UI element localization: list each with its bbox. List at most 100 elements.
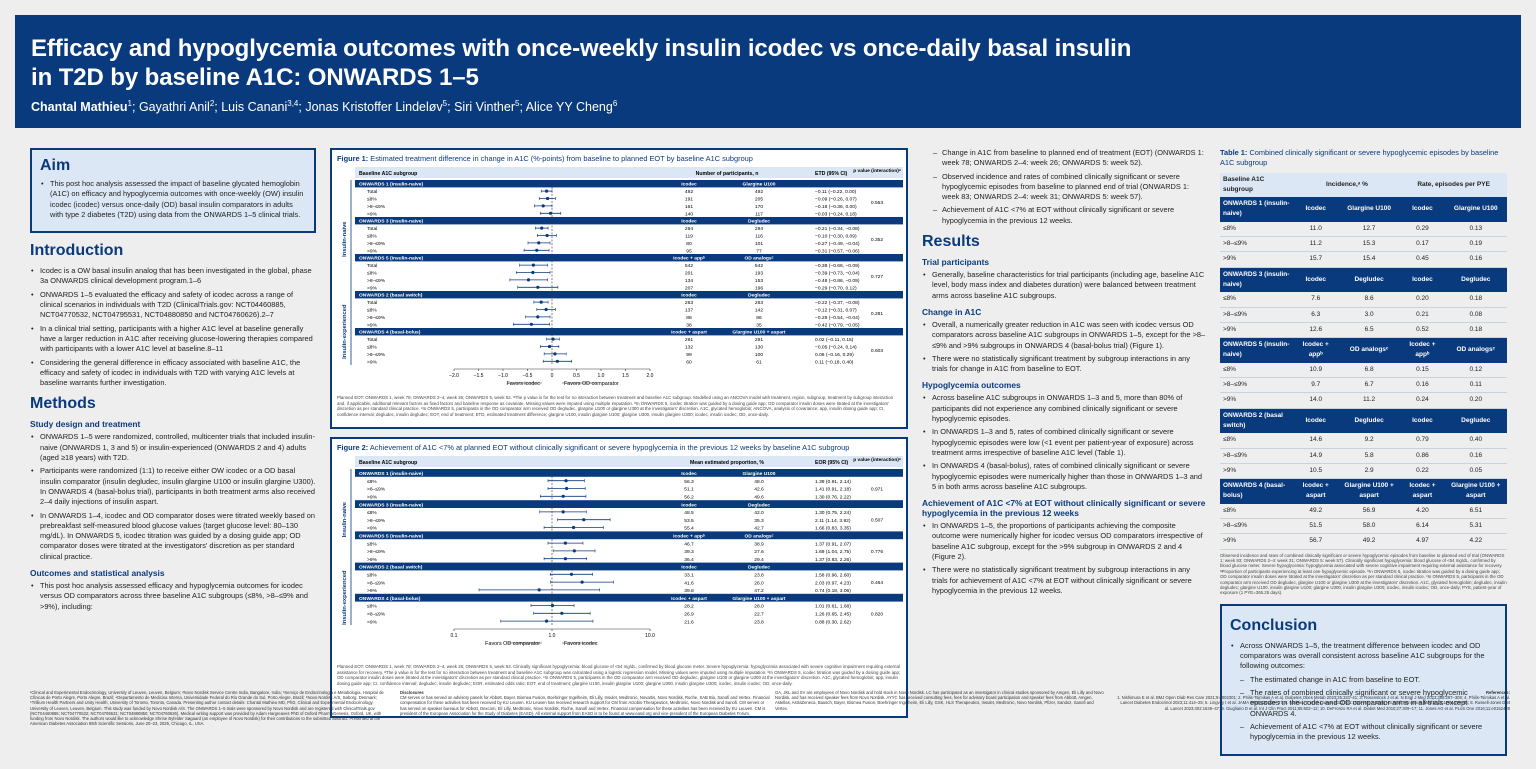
table-arm-header: Degludec [1337,267,1401,293]
achievement-heading: Achievement of A1C <7% at EOT without cl… [922,498,1206,519]
subgroup-label: >8–≤9% [367,487,386,493]
arm-1-value: 55.4 [684,526,694,532]
group-title: ONWARDS 3 (insulin-naive) [359,503,423,509]
intro-list: Icodec is a OW basal insulin analog that… [30,266,316,388]
poster-header: Efficacy and hypoglycemia outcomes with … [15,15,1521,128]
author-affiliation-number: 1 [127,99,132,108]
table-cell: >9% [1220,463,1294,480]
arm-1-value: 48.5 [684,510,694,516]
subgroup-label: >9% [367,495,378,501]
table-cell: 0.16 [1400,377,1445,394]
arm-1-value: 41.6 [684,581,694,587]
table-cell: 6.3 [1293,307,1338,323]
table-row: >8–≤9% 9.7 6.7 0.16 0.11 [1220,377,1507,394]
table-cell: 10.9 [1293,362,1338,379]
estimate-ci-label: 1.69 (1.04, 2.75) [815,549,851,555]
group-title: ONWARDS 2 (basal switch) [359,293,423,299]
table-cell: 15.4 [1337,251,1401,268]
estimate-ci-label: −0.22 (−0.37, −0.08) [815,300,860,306]
table-cell: ≤8% [1220,362,1294,379]
table-header-incidence: Incidence,ᵃ % [1293,172,1401,198]
subgroup-label: Total [367,189,377,195]
table-cell: >8–≤9% [1220,307,1294,323]
table-cell: 11.2 [1293,236,1338,253]
column-header-n: Mean estimated proportion, % [690,460,764,466]
x-tick-label: 0.5 [573,373,580,379]
title-line-2: in T2D by baseline A1C: ONWARDS 1–5 [31,64,479,91]
table-cell: 0.21 [1400,307,1445,323]
estimate-ci-label: −0.29 (−0.54, −0.04) [815,315,860,321]
subgroup-label: Total [367,226,377,232]
table-row: >9% 10.5 2.9 0.22 0.05 [1220,463,1507,480]
table-cell: 58.0 [1337,518,1401,535]
arm-1-value: 36.4 [684,557,694,563]
arm-1-value: 134 [685,278,693,284]
table-row: ≤8% 7.6 8.6 0.20 0.18 [1220,292,1507,308]
x-tick-label: −2.0 [449,373,459,379]
author-name: Siri Vinther [454,100,515,115]
footer-affiliations: ¹Clinical and Experimental Endocrinology… [30,690,384,727]
subgroup-label: ≤8% [367,308,377,314]
arm-1-value: 542 [685,263,693,269]
insulin-experienced-label: Insulin-experienced [342,304,348,359]
arm-1-value: 137 [685,308,693,314]
table-arm-header: Icodec + aspart [1400,478,1445,504]
column-header-subgroup: Baseline A1C subgroup [359,171,417,177]
favors-left-label: Favors OD comparator [485,641,540,647]
arm-2-label: Glargine U100 [743,471,776,477]
table-arm-header: Degludec [1444,267,1507,293]
figure-1-footnote: Planned EOT: ONWARDS 1, week 78; ONWARDS… [337,395,894,417]
p-value: 0.464 [871,580,884,586]
arm-1-value: 161 [685,204,693,210]
table-group-title: ONWARDS 1 (insulin-naive) [1220,197,1294,222]
estimate-ci-label: −0.18 (−0.36, 0.00) [815,204,857,210]
subgroup-label: ≤8% [367,604,377,610]
table-cell: 0.20 [1400,292,1445,308]
subgroup-label: ≤8% [367,542,377,548]
x-tick-label: 2.0 [647,373,654,379]
aim-box: Aim This post hoc analysis assessed the … [30,148,316,234]
arm-2-value: 142 [755,308,763,314]
table-row: >9% 12.6 6.5 0.52 0.18 [1220,322,1507,339]
arm-2-label: Degludec [748,293,770,299]
point-estimate [563,541,567,545]
table-cell: 11.2 [1337,392,1401,409]
arm-2-value: 153 [755,278,763,284]
list-item: Overall, a numerically greater reduction… [922,320,1206,351]
table-arm-header: Icodec [1293,267,1338,293]
estimate-ci-label: −0.39 (−0.73, −0.04) [815,271,860,277]
table-cell: 5.31 [1444,518,1507,535]
table-group-title: ONWARDS 4 (basal-bolus) [1220,478,1294,504]
list-item: ONWARDS 1–5 were randomized, controlled,… [30,432,316,463]
list-item: In a clinical trial setting, participant… [30,324,316,355]
subgroup-label: ≤8% [367,479,377,485]
table-row: ≤8% 11.0 12.7 0.29 0.13 [1220,221,1507,238]
group-band [355,291,903,299]
header-band [355,167,903,179]
arm-2-label: Degludec [748,503,770,509]
group-title: ONWARDS 4 (basal-bolus) [359,596,421,602]
estimate-ci-label: 1.30 (0.76, 2.22) [815,495,851,501]
arm-1-label: Icodec + aspart [671,596,707,602]
arm-2-value: 291 [755,337,763,343]
estimate-ci-label: 0.06 (−0.16, 0.29) [815,352,854,358]
list-item: ONWARDS 1–5 evaluated the efficacy and s… [30,290,316,321]
table-cell: 56.9 [1337,503,1401,520]
table-cell: >8–≤9% [1220,518,1294,535]
arm-2-value: 47.2 [754,588,764,594]
estimate-ci-label: 2.11 (1.14, 3.92) [815,518,851,524]
group-band [355,328,903,336]
point-estimate [569,572,574,577]
table-cell: 0.11 [1444,377,1507,394]
arm-1-value: 207 [685,286,693,292]
table-arm-header: Icodec [1293,197,1338,222]
poster-title: Efficacy and hypoglycemia outcomes with … [31,34,1505,92]
table-row: >9% 14.0 11.2 0.24 0.20 [1220,392,1507,409]
subgroup-label: >9% [367,249,378,255]
point-estimate [529,322,534,327]
point-estimate [537,241,541,245]
arm-2-value: 205 [755,197,763,203]
study-design-heading: Study design and treatment [30,419,141,430]
subgroup-label: >9% [367,212,378,218]
estimate-ci-label: 2.03 (0.97, 4.23) [815,581,851,587]
